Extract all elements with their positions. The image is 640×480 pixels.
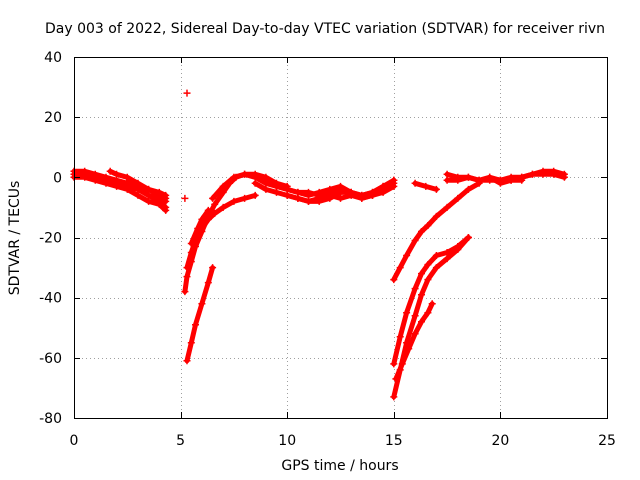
data-point [183,89,191,97]
x-axis-label: GPS time / hours [281,458,398,474]
series-outlier-2 [181,194,189,202]
series-mid-4 [283,176,398,205]
series-trace [71,174,169,213]
x-tick-label: 25 [598,433,616,449]
axis-ticks: 0 5 10 15 20 25 -80 -60 -40 -20 0 20 40 [39,50,616,449]
x-tick-label: 20 [491,433,509,449]
series-recovery-3 [183,264,217,365]
y-tick-label: 20 [44,110,62,126]
y-axis-label: SDTVAR / TECUs [7,181,23,296]
y-tick-label: 0 [53,170,62,186]
series-recovery-6 [390,234,472,368]
y-tick-label: -40 [39,291,62,307]
series-trace [393,301,435,382]
data-points [70,89,568,401]
series-trace [391,235,471,367]
series-trace [188,207,211,246]
y-tick-label: -20 [39,231,62,247]
series-late-4 [486,173,526,187]
y-tick-label: -60 [39,351,62,367]
series-recovery-4 [187,206,212,247]
series-trace [391,180,482,283]
series-late-1 [411,179,440,193]
series-recovery-8 [392,300,436,383]
series-outlier-1 [183,89,191,97]
series-trace [284,177,397,204]
series-trace [184,265,216,364]
x-tick-label: 15 [385,433,403,449]
series-recovery-5 [390,179,483,284]
y-tick-label: 40 [44,50,62,66]
x-tick-label: 10 [278,433,296,449]
chart-title: Day 003 of 2022, Sidereal Day-to-day VTE… [45,21,605,37]
series-arc-early-5 [125,176,170,202]
grid-lines [74,57,607,418]
x-tick-label: 5 [176,433,185,449]
x-tick-label: 0 [70,433,79,449]
y-tick-label: -80 [39,411,62,427]
series-trace [412,180,439,192]
series-trace [126,177,169,201]
series-trace [184,192,258,271]
series-trace [487,174,525,186]
data-point [181,194,189,202]
